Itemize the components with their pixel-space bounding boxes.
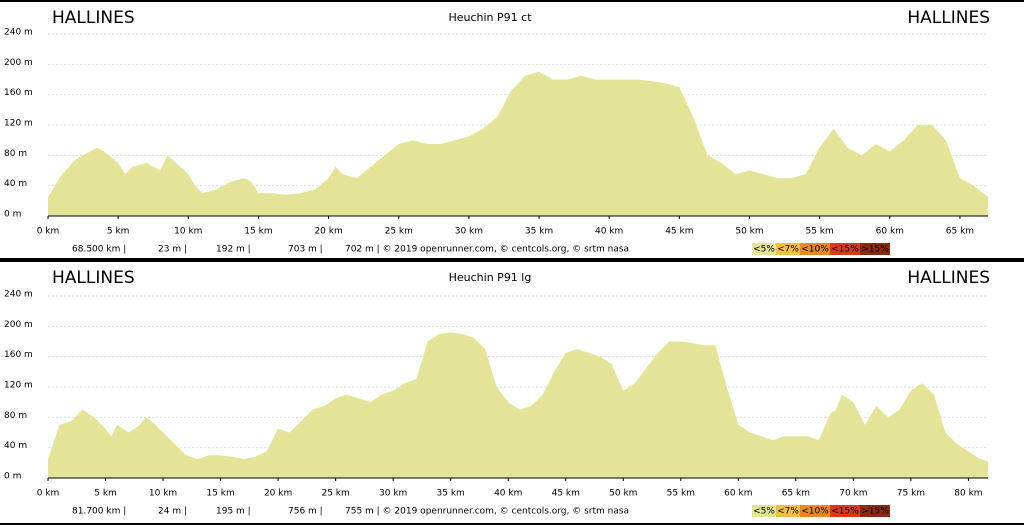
stat: 68.500 km | [72,245,126,255]
legend-swatch [860,243,890,255]
stat: 23 m | [158,245,187,255]
profile: Heuchin P91 lg HALLINES HALLINES 0 m 40 m 80 … [4,268,990,517]
x-tick-label: 60 km [876,227,904,237]
title: Heuchin P91 ct [448,11,532,24]
legend-label: <7% [777,245,799,255]
x-tick-label: 5 km [94,489,117,499]
legend-swatch [800,505,830,517]
elevation-area [48,71,988,217]
x-tick-label: 40 km [595,227,623,237]
x-tick-label: 35 km [437,489,465,499]
start-label: HALLINES [52,268,135,288]
legend-label: >15% [861,245,889,255]
x-tick-label: 20 km [314,227,342,237]
legend-swatch [800,243,830,255]
profile: Heuchin P91 ct HALLINES HALLINES 0 m 40 m 80 … [4,8,990,255]
x-tick-label: 65 km [946,227,974,237]
legend-swatch [752,505,776,517]
y-tick-label: 0 m [4,210,21,220]
x-tick-label: 45 km [552,489,580,499]
y-tick-label: 200 m [4,320,33,330]
top-border [0,0,1024,2]
x-tick-label: 70 km [839,489,867,499]
x-tick-label: 45 km [665,227,693,237]
stat: 192 m | [216,245,251,255]
y-tick-label: 40 m [4,441,27,451]
x-tick-label: 30 km [455,227,483,237]
legend-swatch [776,243,800,255]
end-label: HALLINES [907,268,990,288]
separator [0,258,1024,262]
y-tick-label: 80 m [4,149,27,159]
x-tick-label: 60 km [724,489,752,499]
x-tick-label: 40 km [494,489,522,499]
elevation-area [48,332,988,478]
x-tick-label: 65 km [782,489,810,499]
x-tick-label: 10 km [174,227,202,237]
x-tick-label: 75 km [897,489,925,499]
stat: 756 m | [288,507,323,517]
stat: 755 m | © 2019 openrunner.com, © centcol… [345,507,629,517]
x-tick-label: 25 km [321,489,349,499]
x-tick-label: 10 km [149,489,177,499]
y-tick-label: 120 m [4,381,33,391]
x-tick-label: 55 km [805,227,833,237]
y-tick-label: 240 m [4,290,33,300]
x-tick-label: 0 km [37,489,60,499]
y-tick-label: 160 m [4,88,33,98]
title: Heuchin P91 lg [449,271,532,284]
end-label: HALLINES [907,8,990,28]
legend-swatch [860,505,890,517]
y-tick-label: 160 m [4,350,33,360]
legend-label: <10% [801,245,829,255]
x-tick-label: 15 km [206,489,234,499]
stat: 195 m | [216,507,251,517]
x-tick-label: 55 km [667,489,695,499]
legend-label: <5% [753,245,775,255]
legend-label: >15% [861,507,889,517]
x-tick-label: 15 km [244,227,272,237]
x-tick-label: 30 km [379,489,407,499]
y-tick-label: 0 m [4,472,21,482]
x-tick-label: 35 km [525,227,553,237]
legend-swatch [830,243,860,255]
x-tick-label: 50 km [735,227,763,237]
y-tick-label: 240 m [4,28,33,38]
legend-swatch [776,505,800,517]
legend-label: <5% [753,507,775,517]
x-tick-label: 20 km [264,489,292,499]
legend-swatch [830,505,860,517]
legend-label: <15% [831,245,859,255]
legend-swatch [752,243,776,255]
stat: 24 m | [158,507,187,517]
y-tick-label: 80 m [4,411,27,421]
x-tick-label: 25 km [385,227,413,237]
stat: 702 m | © 2019 openrunner.com, © centcol… [345,245,629,255]
y-tick-label: 40 m [4,179,27,189]
stat: 703 m | [288,245,323,255]
bottom-border [0,523,1024,525]
x-tick-label: 5 km [107,227,130,237]
x-tick-label: 50 km [609,489,637,499]
legend-label: <7% [777,507,799,517]
y-tick-label: 120 m [4,119,33,129]
legend-label: <15% [831,507,859,517]
x-tick-label: 0 km [37,227,60,237]
stat: 81.700 km | [72,507,126,517]
y-tick-label: 200 m [4,58,33,68]
start-label: HALLINES [52,8,135,28]
legend-label: <10% [801,507,829,517]
x-tick-label: 80 km [954,489,982,499]
